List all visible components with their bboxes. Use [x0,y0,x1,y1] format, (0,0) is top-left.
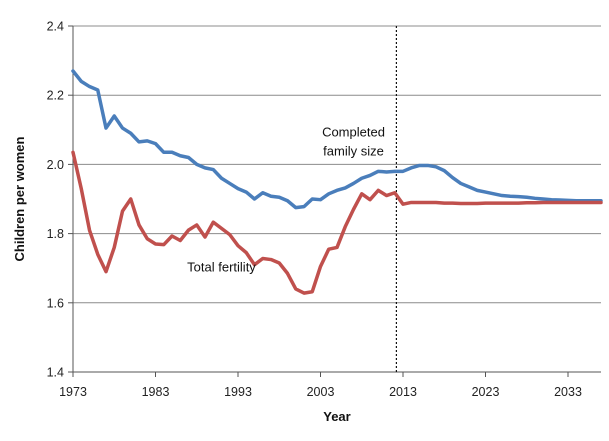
x-tick-label: 2023 [472,385,500,399]
y-tick-label: 1.8 [47,227,64,241]
y-tick-label: 2.0 [47,158,64,172]
x-tick-label: 2003 [307,385,335,399]
series-group [71,69,603,295]
x-tick-label: 1973 [59,385,87,399]
x-axis-title: Year [323,409,350,424]
series-annotation: Total fertility [187,260,256,275]
axes [68,25,601,377]
series-line-completed-family-size [71,69,603,210]
annotations: Completed family size Total fertility [187,125,385,275]
tick-labels: 1.4 1.6 1.8 2.0 2.2 2.4 1973 1983 1993 2003 2013 20… [47,20,582,400]
y-tick-label: 1.6 [47,296,64,310]
x-tick-label: 1993 [224,385,252,399]
y-tick-label: 2.4 [47,20,64,34]
y-tick-label: 2.2 [47,89,64,103]
y-axis-title: Children per women [12,136,27,261]
gridlines [73,25,601,304]
x-tick-label: 1983 [142,385,170,399]
y-tick-label: 1.4 [47,366,64,380]
series-annotation: Completed family size [322,125,385,159]
x-tick-label: 2013 [389,385,417,399]
x-tick-label: 2033 [554,385,582,399]
series-line-total-fertility [71,150,603,295]
